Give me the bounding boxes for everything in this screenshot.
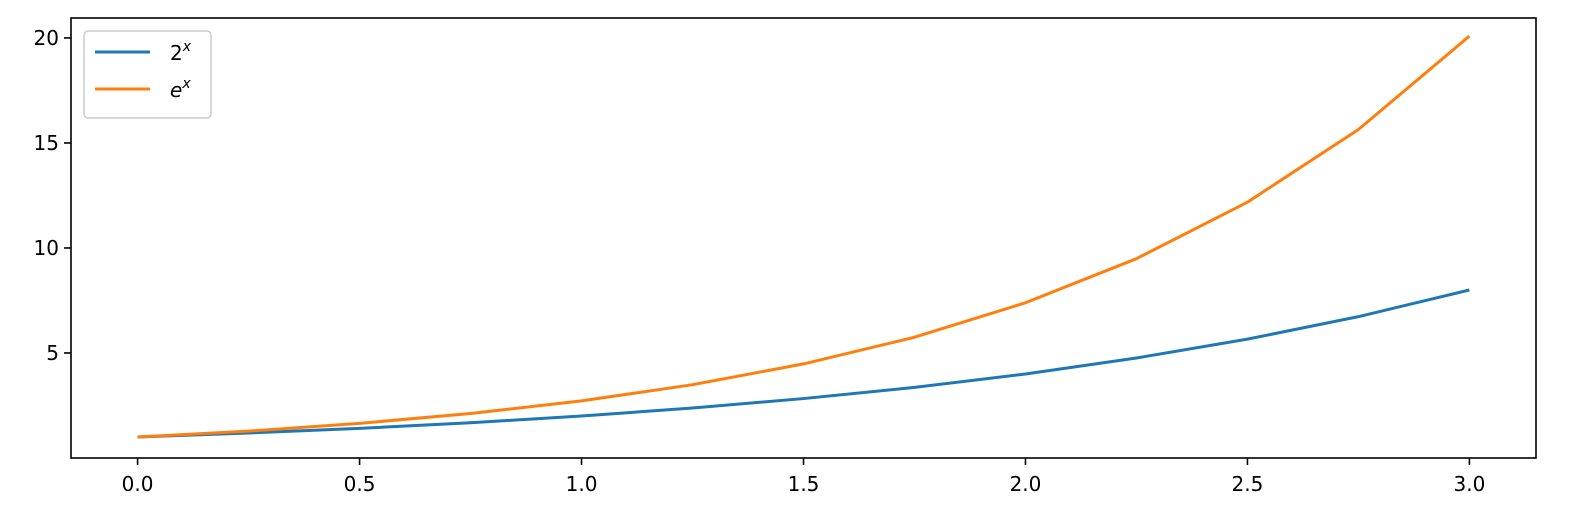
y-tick-label: 20 xyxy=(34,26,59,50)
legend-frame xyxy=(83,30,212,119)
plot-frame xyxy=(70,17,1537,459)
legend-label: ex xyxy=(170,76,191,102)
series-line-0 xyxy=(137,288,1470,439)
y-tick-label: 10 xyxy=(34,236,59,260)
x-tick-label: 3.0 xyxy=(1454,472,1486,496)
series-line-1 xyxy=(137,34,1471,439)
series-layer xyxy=(137,34,1471,439)
x-tick-label: 0.5 xyxy=(344,472,376,496)
y-tick-label: 5 xyxy=(46,341,59,365)
plot-area xyxy=(71,18,1536,458)
x-axis: 0.0 0.5 1.0 1.5 2.0 2.5 3.0 xyxy=(122,458,1486,496)
legend: 2x ex xyxy=(83,30,212,119)
x-tick-label: 2.5 xyxy=(1232,472,1264,496)
x-tick-label: 0.0 xyxy=(122,472,154,496)
x-tick-label: 1.5 xyxy=(788,472,820,496)
legend-label: 2x xyxy=(170,39,192,65)
x-tick-label: 2.0 xyxy=(1010,472,1042,496)
y-tick-label: 15 xyxy=(34,131,59,155)
x-tick-label: 1.0 xyxy=(566,472,598,496)
y-axis: 5 10 15 20 xyxy=(34,26,71,365)
